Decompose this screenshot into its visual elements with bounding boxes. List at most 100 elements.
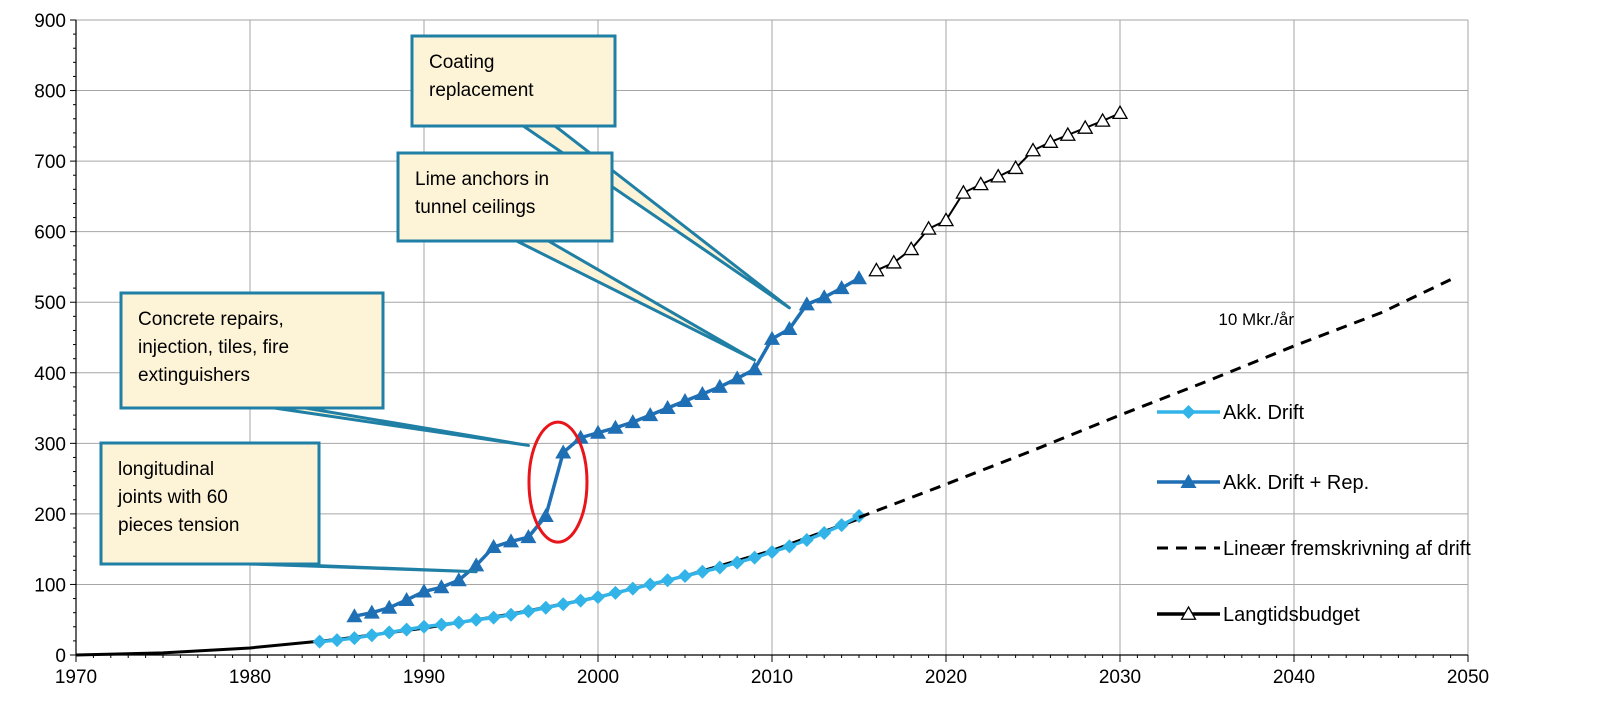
data-point [972, 176, 989, 191]
data-point [798, 296, 815, 311]
data-point [591, 590, 605, 605]
series-line [319, 514, 860, 644]
annotation-callout-3: longitudinal joints with 60 pieces tension [99, 441, 478, 574]
y-tick-label: 400 [34, 364, 66, 385]
data-point [537, 508, 554, 523]
data-point [364, 628, 379, 643]
data-point [416, 583, 432, 598]
data-point [450, 572, 467, 587]
data-point [885, 254, 902, 269]
data-point [678, 568, 692, 583]
legend-label: Akk. Drift [1223, 402, 1305, 424]
data-point [346, 608, 363, 623]
legend-entry-3: Langtidsbudget [1157, 604, 1360, 626]
data-point [433, 579, 450, 594]
callout-text-line: tunnel ceilings [415, 197, 535, 218]
callout-text-line: joints with 60 [117, 487, 228, 508]
callout-pointer [265, 405, 530, 447]
data-point [624, 414, 641, 429]
data-point [556, 597, 571, 612]
data-point [642, 407, 659, 422]
callout-text-line: longitudinal [118, 459, 214, 480]
callout-text-line: Coating [429, 52, 495, 73]
series-line [858, 278, 1452, 519]
data-point [937, 212, 955, 227]
x-tick-label: 1990 [403, 667, 445, 688]
axes: 0 100 200 300 400 500 600 700 800 900 1970 1980 1990… [34, 11, 1489, 688]
y-tick-label: 900 [34, 11, 66, 32]
data-point [381, 599, 398, 614]
legend-label: Lineær fremskrivning af drift [1223, 538, 1471, 560]
data-point [1059, 126, 1076, 141]
data-point [382, 625, 397, 640]
data-point [468, 557, 485, 572]
legend-label: Langtidsbudget [1223, 604, 1360, 626]
data-point [920, 220, 937, 235]
callout-box [99, 441, 321, 566]
data-point [486, 610, 501, 625]
x-tick-label: 1970 [55, 667, 97, 688]
data-point [363, 604, 380, 619]
data-point [764, 330, 780, 345]
data-point [990, 168, 1007, 183]
legend-entry-1: Akk. Drift + Rep. [1157, 472, 1369, 494]
annotations: Coating replacement Lime anchors in tunnel … [99, 34, 791, 574]
data-point [1094, 112, 1111, 127]
data-point [1007, 159, 1024, 175]
y-tick-label: 500 [34, 293, 66, 314]
data-point [434, 617, 449, 632]
data-point [955, 184, 972, 199]
rate-note: 10 Mkr./år [1218, 310, 1294, 329]
series-line [354, 276, 860, 618]
series-2 [858, 278, 1452, 519]
data-point [817, 525, 832, 540]
x-tick-label: 2020 [925, 667, 967, 688]
data-point [398, 591, 415, 606]
data-point [625, 581, 640, 596]
y-tick-label: 800 [34, 82, 66, 103]
data-point [399, 622, 414, 637]
legend-entry-0: Akk. Drift [1157, 402, 1305, 424]
y-tick-label: 300 [34, 434, 66, 455]
callout-text-line: injection, tiles, fire [138, 337, 289, 358]
x-tick-label: 2000 [577, 667, 619, 688]
x-tick-label: 2030 [1099, 667, 1141, 688]
callout-box [119, 291, 385, 410]
y-tick-label: 200 [34, 505, 66, 526]
callout-box [410, 34, 617, 128]
y-tick-label: 100 [34, 575, 66, 596]
data-point [330, 633, 344, 648]
data-point [417, 619, 431, 634]
data-point [485, 539, 502, 554]
data-point [677, 393, 693, 407]
series-1 [346, 270, 867, 623]
callout-text-line: Lime anchors in [415, 169, 549, 190]
data-point [504, 607, 518, 622]
x-tick-label: 2010 [751, 667, 793, 688]
data-point [312, 634, 327, 649]
data-point [747, 550, 762, 565]
legend: Akk. Drift Akk. Drift + Rep. Lineær fremsk… [1157, 402, 1471, 626]
data-point [711, 378, 728, 393]
data-point [781, 321, 798, 336]
y-tick-label: 600 [34, 223, 66, 244]
data-point [347, 631, 362, 646]
series-0 [312, 509, 866, 649]
data-point [521, 604, 536, 619]
callout-text-line: pieces tension [118, 515, 239, 536]
data-point [833, 280, 850, 295]
legend-marker [1180, 605, 1197, 620]
data-point [695, 564, 710, 579]
callout-text-line: extinguishers [138, 365, 250, 386]
data-point [729, 370, 746, 385]
legend-marker [1180, 474, 1197, 488]
legend-entry-2: Lineær fremskrivning af drift [1157, 538, 1471, 560]
data-point [782, 539, 797, 554]
data-point [851, 270, 867, 285]
series-layer [75, 104, 1452, 657]
data-point [903, 240, 920, 256]
data-point [607, 419, 624, 434]
data-point [503, 533, 519, 548]
annotation-callout-2: Concrete repairs, injection, tiles, fire e… [119, 291, 530, 447]
